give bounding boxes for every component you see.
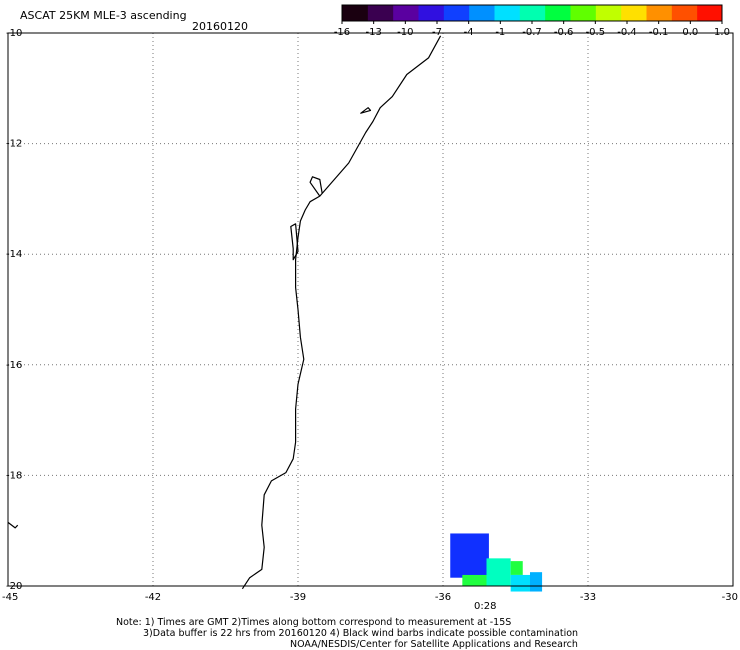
map-area: -10 -12 -14 -16 -18 -20 -45 -42 -39 -36 -33 -30 0:…	[2, 28, 738, 612]
map-frame	[7, 32, 734, 587]
colorbar-tick-labels: -16 -13 -10 -7 -4 -1 -0.7 -0.6 -0.5 -0.4 -0.1 0.0 1.…	[334, 21, 730, 38]
latitude-label: -18	[6, 470, 22, 481]
note-line-3: NOAA/NESDIS/Center for Satellite Applica…	[290, 639, 578, 650]
island-outline	[360, 107, 372, 114]
swath-cell	[450, 533, 489, 578]
colorbar-swatch	[570, 5, 596, 21]
colorbar-swatch	[468, 5, 495, 21]
colorbar-swatch	[519, 5, 546, 21]
colorbar-swatch	[620, 5, 647, 21]
longitude-labels: -45 -42 -39 -36 -33 -30	[2, 592, 738, 603]
longitude-label: -39	[290, 592, 306, 603]
swath-cell	[510, 561, 523, 575]
colorbar-swatch	[392, 5, 419, 21]
colorbar-swatch	[342, 5, 368, 21]
note-line-1: Note: 1) Times are GMT 2)Times along bot…	[116, 617, 511, 628]
wind-barb-mark	[7, 521, 19, 529]
swath-cell	[462, 574, 487, 586]
colorbar-swatch	[494, 5, 520, 21]
colorbar-swatch	[367, 5, 394, 21]
colorbar-swatch	[544, 5, 571, 21]
swath-cell	[486, 558, 511, 586]
longitude-label: -36	[435, 592, 451, 603]
longitude-label: -33	[580, 592, 596, 603]
latitude-label: -10	[6, 28, 22, 39]
wind-swath	[450, 533, 543, 592]
swath-time-label: 0:28	[474, 601, 496, 612]
bay-outline	[309, 176, 323, 197]
coastline	[7, 35, 442, 590]
swath-cell	[510, 574, 530, 592]
latitude-label: -16	[6, 360, 22, 371]
latitude-label: -20	[6, 581, 22, 592]
note-line-2: 3)Data buffer is 22 hrs from 20160120 4)…	[143, 628, 578, 639]
colorbar	[341, 4, 723, 22]
latitude-label: -12	[6, 139, 22, 150]
latitude-label: -14	[6, 249, 22, 260]
island-outline	[290, 223, 299, 261]
coastline-path	[241, 35, 442, 590]
graticule	[8, 33, 733, 586]
colorbar-swatch	[646, 5, 672, 21]
longitude-label: -30	[722, 592, 738, 603]
swath-cell	[530, 572, 543, 592]
latitude-labels: -10 -12 -14 -16 -18 -20	[6, 28, 22, 592]
colorbar-swatch	[418, 5, 444, 21]
product-title: ASCAT 25KM MLE-3 ascending	[20, 9, 187, 22]
colorbar-swatch	[443, 5, 470, 21]
product-date: 20160120	[192, 20, 248, 33]
longitude-label: -45	[2, 592, 18, 603]
colorbar-swatch	[671, 5, 698, 21]
longitude-label: -42	[145, 592, 161, 603]
colorbar-swatch	[696, 5, 723, 21]
colorbar-swatch	[595, 5, 622, 21]
